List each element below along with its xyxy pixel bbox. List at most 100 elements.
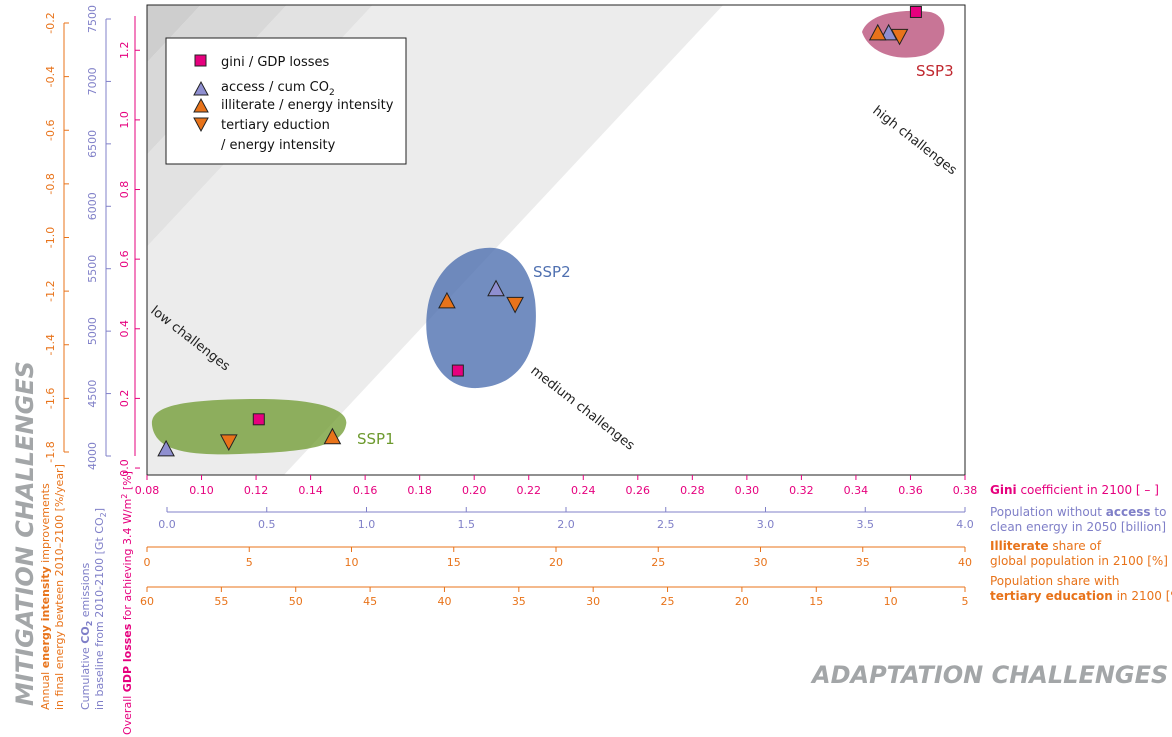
tick-label: 10 xyxy=(884,595,898,608)
gdp-axis: 0.0 0.2 0.4 0.6 0.8 1.0 1.2 xyxy=(118,16,140,477)
legend-access-sub: 2 xyxy=(329,88,335,98)
tick-label: -1.0 xyxy=(44,227,57,248)
gini-gdp-marker xyxy=(451,364,464,377)
gdp-axis-ticks: 0.0 0.2 0.4 0.6 0.8 1.0 1.2 xyxy=(118,42,140,477)
tick-label: 5000 xyxy=(86,317,99,345)
tick-label: 0.0 xyxy=(118,459,131,477)
illiterate-energy-marker xyxy=(438,291,456,309)
tick-label: 1.2 xyxy=(118,42,131,60)
tick-label: 0.26 xyxy=(626,484,651,497)
tick-label: 0.36 xyxy=(898,484,923,497)
gini-axis-label: Gini coefficient in 2100 [ – ] xyxy=(990,483,1159,497)
tick-label: 5500 xyxy=(86,255,99,283)
legend-tertiary-marker xyxy=(193,117,209,133)
tick-label: -1.2 xyxy=(44,280,57,301)
tick-label: 0.28 xyxy=(680,484,705,497)
illiterate-axis-label-rest: share of xyxy=(1049,539,1102,553)
tick-label: 0.10 xyxy=(189,484,214,497)
legend-illiterate-label: illiterate / energy intensity xyxy=(221,98,394,113)
gini-axis-label-rest: coefficient in 2100 [ – ] xyxy=(1017,483,1159,497)
access-axis-label-1b: to xyxy=(1151,505,1167,519)
tick-label: 15 xyxy=(809,595,823,608)
tertiary-axis-ticks: 60 55 50 45 40 35 30 25 20 15 10 5 xyxy=(140,587,969,608)
co2-axis-title-1: Cumulative CO2 emissions xyxy=(79,562,94,710)
tick-label: 2.5 xyxy=(657,518,675,531)
illiterate-axis: 0 5 10 15 20 25 30 35 40 xyxy=(144,546,972,569)
tick-label: -1.4 xyxy=(44,334,57,355)
tick-label: 30 xyxy=(586,595,600,608)
gini-axis-ticks: 0.08 0.10 0.12 0.14 0.16 0.18 0.20 0.22 0.24 0.26… xyxy=(135,475,978,497)
legend-access-label: access / cum CO2 xyxy=(221,80,335,98)
illiterate-axis-ticks: 0 5 10 15 20 25 30 35 40 xyxy=(144,547,972,569)
tick-label: 6500 xyxy=(86,130,99,158)
tick-label: 0.12 xyxy=(244,484,269,497)
gini-gdp-marker xyxy=(252,413,265,426)
tick-label: 4000 xyxy=(86,442,99,470)
illiterate-energy-marker xyxy=(323,427,342,445)
tick-label: 0.30 xyxy=(735,484,760,497)
tick-label: 0.24 xyxy=(571,484,596,497)
co2-axis-title-2: in baseline from 2010-2100 [Gt CO2] xyxy=(93,508,108,710)
tick-label: 10 xyxy=(345,556,359,569)
tick-label: 4.0 xyxy=(956,518,974,531)
tick-label: 1.0 xyxy=(118,111,131,129)
tick-label: 45 xyxy=(363,595,377,608)
energy-axis: -1.8 -1.6 -1.4 -1.2 -1.0 -0.8 -0.6 -0.4 -0.2 xyxy=(44,12,69,463)
tertiary-axis-label-1: Population share with xyxy=(990,574,1119,588)
tick-label: 40 xyxy=(958,556,972,569)
tick-label: 50 xyxy=(289,595,303,608)
tertiary-axis-label-rest: in 2100 [%] xyxy=(1113,589,1172,603)
legend-tertiary-label-1: tertiary eduction xyxy=(221,118,330,133)
tick-label: 5 xyxy=(246,556,253,569)
tick-label: 25 xyxy=(651,556,665,569)
illiterate-axis-label-2: global population in 2100 [%] xyxy=(990,554,1168,568)
access-co2-marker xyxy=(157,439,175,457)
gdp-axis-title-sup: 2 xyxy=(120,494,129,499)
gdp-axis-title-bold: GDP losses xyxy=(121,623,134,692)
tertiary-energy-marker xyxy=(890,28,909,46)
legend-access-marker xyxy=(193,80,209,96)
legend-gini-label: gini / GDP losses xyxy=(221,55,330,70)
adaptation-title: ADAPTATION CHALLENGES xyxy=(810,661,1168,689)
energy-axis-title-1: Annual energy intensity improvements xyxy=(39,483,52,710)
access-axis-label-bold: access xyxy=(1106,505,1151,519)
energy-axis-title-1a: Annual xyxy=(39,668,52,710)
energy-axis-title: Annual energy intensity improvements in … xyxy=(39,464,66,710)
co2-axis-title-sub: 2 xyxy=(85,621,94,627)
tick-label: 55 xyxy=(214,595,228,608)
legend-illiterate-marker xyxy=(193,97,209,113)
co2-axis-title-1b: emissions xyxy=(79,562,92,620)
tick-label: 0.08 xyxy=(135,484,160,497)
tick-label: -1.6 xyxy=(44,388,57,409)
tick-label: 0.38 xyxy=(953,484,978,497)
tick-label: 0.18 xyxy=(407,484,432,497)
tick-label: 7500 xyxy=(86,5,99,33)
tertiary-energy-marker xyxy=(219,434,238,451)
legend-gini-marker xyxy=(194,54,207,67)
tick-label: 2.0 xyxy=(557,518,575,531)
co2-axis: 4000 4500 5000 5500 6000 6500 7000 7500 xyxy=(86,5,111,470)
co2-axis-ticks: 4000 4500 5000 5500 6000 6500 7000 7500 xyxy=(86,5,111,470)
markers xyxy=(157,5,922,457)
access-axis-label-1a: Population without xyxy=(990,505,1106,519)
ssp1-label: SSP1 xyxy=(357,430,395,448)
high-challenges-label: high challenges xyxy=(870,103,960,178)
background-band xyxy=(147,5,201,63)
tick-label: 0.14 xyxy=(298,484,323,497)
tick-label: 0.5 xyxy=(258,518,276,531)
illiterate-axis-label-bold: Illiterate xyxy=(990,539,1049,553)
gdp-axis-title: Overall GDP losses for achieving 3.4 W/m… xyxy=(120,471,134,735)
tick-label: -1.8 xyxy=(44,441,57,462)
illiterate-axis-label-1: Illiterate share of xyxy=(990,539,1102,553)
tick-label: 0.34 xyxy=(844,484,869,497)
tick-label: 25 xyxy=(661,595,675,608)
gdp-axis-title-1a: Overall xyxy=(121,692,134,735)
tick-label: 6000 xyxy=(86,192,99,220)
energy-axis-title-1b: improvements xyxy=(39,483,52,566)
tick-label: 0.6 xyxy=(118,250,131,268)
tick-label: 0.16 xyxy=(353,484,378,497)
ssp2-label: SSP2 xyxy=(533,263,571,281)
tick-label: 0.20 xyxy=(462,484,487,497)
tick-label: 1.0 xyxy=(358,518,376,531)
ssp2-blob xyxy=(426,247,536,389)
